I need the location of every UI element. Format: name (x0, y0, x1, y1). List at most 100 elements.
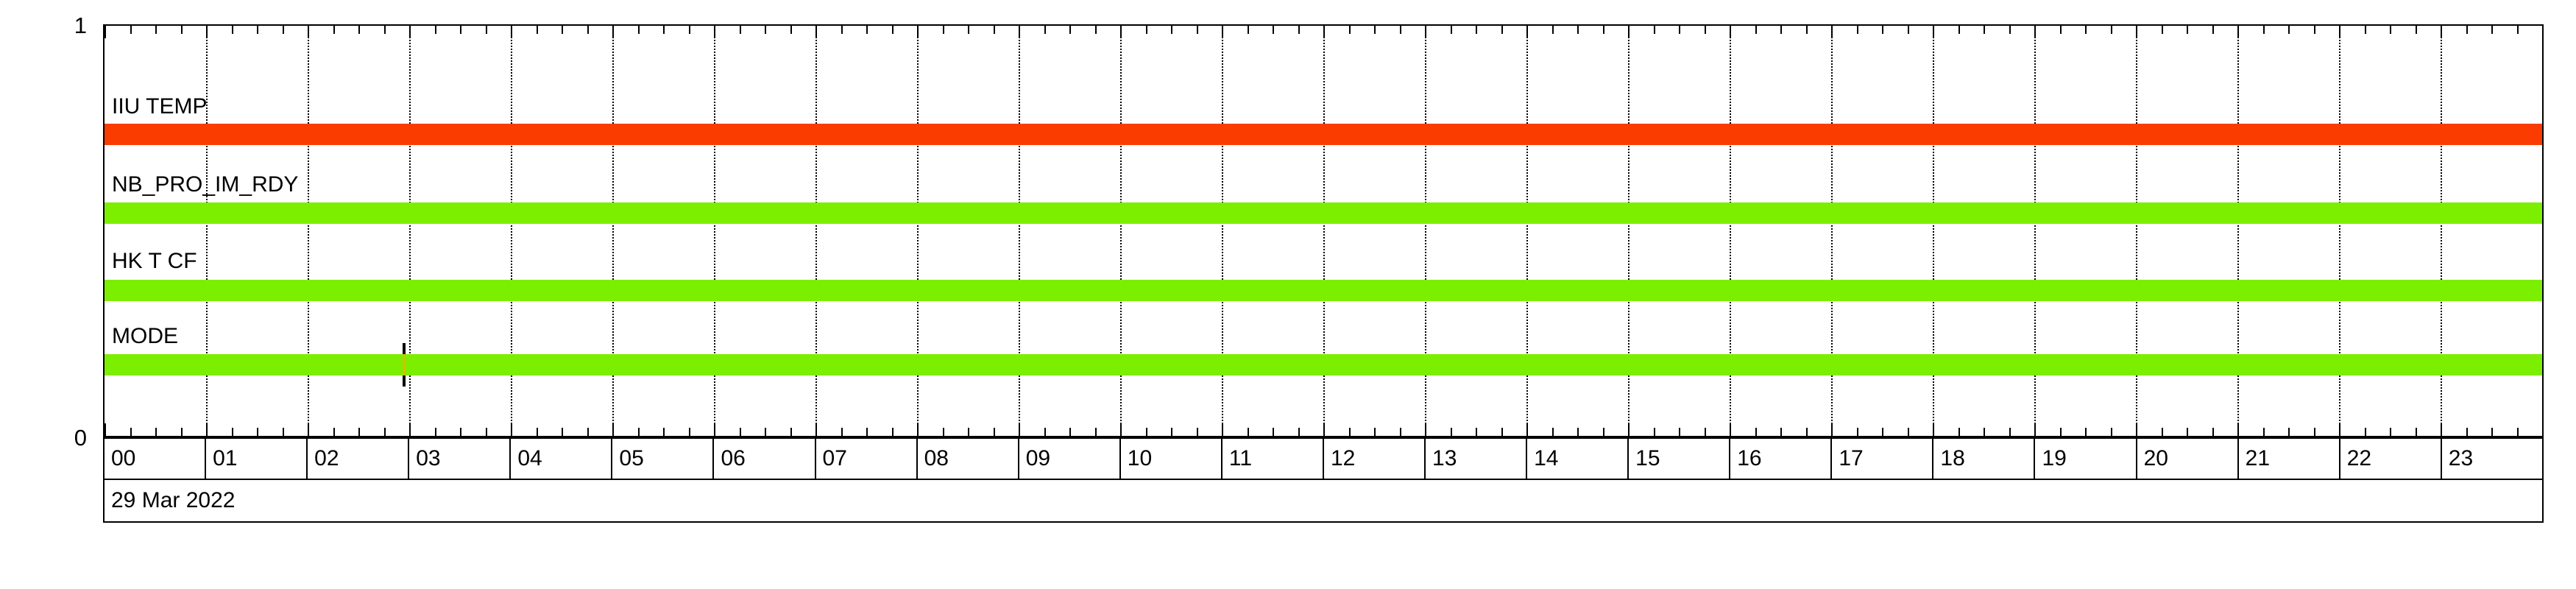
axis-tick-bottom (688, 428, 690, 436)
axis-tick-bottom (180, 428, 183, 436)
axis-tick-top (714, 26, 715, 38)
row-label-hk-t-cf: HK T CF (112, 249, 197, 273)
axis-tick-bottom (257, 428, 258, 436)
status-band-mode (105, 354, 2542, 375)
axis-tick-bottom (2364, 428, 2366, 436)
axis-tick-top (1933, 26, 1934, 38)
axis-tick-top (993, 26, 995, 34)
axis-tick-top (1882, 26, 1883, 34)
hour-label-00: 00 (105, 439, 207, 479)
axis-tick-bottom (1120, 423, 1122, 436)
axis-tick-top (2034, 26, 2036, 38)
axis-tick-top (180, 26, 183, 34)
gridline-hour-01 (206, 26, 208, 436)
hour-label-13: 13 (1426, 439, 1528, 479)
axis-tick-bottom (1247, 428, 1249, 436)
axis-tick-bottom (1348, 428, 1351, 436)
axis-tick-bottom (2516, 428, 2519, 436)
axis-tick-bottom (409, 423, 411, 436)
axis-tick-top (1907, 26, 1909, 34)
hour-label-04: 04 (511, 439, 613, 479)
axis-tick-top (1374, 26, 1376, 34)
gridline-hour-23 (2441, 26, 2442, 436)
status-band-hk-t-cf (105, 280, 2542, 301)
hour-label-08: 08 (918, 439, 1019, 479)
axis-tick-bottom (1425, 423, 1426, 436)
axis-tick-bottom (1831, 423, 1833, 436)
hour-label-16: 16 (1730, 439, 1833, 479)
axis-tick-bottom (841, 428, 843, 436)
axis-tick-top (536, 26, 538, 34)
axis-tick-bottom (942, 428, 944, 436)
axis-tick-bottom (2466, 428, 2468, 436)
axis-tick-top (2262, 26, 2265, 34)
date-label: 29 Mar 2022 (111, 488, 236, 512)
gridline-hour-13 (1425, 26, 1426, 436)
axis-tick-top (1145, 26, 1147, 34)
axis-tick-bottom (206, 423, 208, 436)
axis-tick-bottom (460, 428, 461, 436)
hour-label-19: 19 (2035, 439, 2137, 479)
axis-tick-top (282, 26, 284, 34)
axis-tick-bottom (308, 423, 309, 436)
axis-tick-bottom (2313, 428, 2315, 436)
hour-label-23: 23 (2448, 446, 2474, 470)
row-label-iiu-temp: IIU TEMP (112, 94, 208, 119)
axis-tick-bottom (714, 423, 715, 436)
gridline-hour-02 (308, 26, 309, 436)
axis-tick-bottom (511, 423, 512, 436)
axis-tick-top (308, 26, 309, 38)
axis-tick-top (2491, 26, 2493, 34)
axis-tick-top (2059, 26, 2062, 34)
axis-tick-top (2390, 26, 2391, 34)
axis-tick-top (2542, 26, 2544, 38)
axis-tick-top (1247, 26, 1249, 34)
axis-tick-bottom (2059, 428, 2062, 436)
axis-tick-bottom (1755, 428, 1757, 436)
axis-tick-top (2136, 26, 2137, 38)
axis-tick-top (1120, 26, 1122, 38)
axis-tick-bottom (1044, 428, 1046, 436)
axis-tick-bottom (2491, 428, 2493, 436)
axis-tick-top (485, 26, 487, 34)
mode-event-marker (403, 343, 406, 387)
axis-tick-bottom (1298, 428, 1300, 436)
axis-tick-bottom (587, 428, 589, 436)
hour-label-18: 18 (1933, 439, 2036, 479)
axis-tick-bottom (2187, 428, 2188, 436)
hour-label-11: 11 (1222, 439, 1324, 479)
axis-tick-bottom (663, 428, 665, 436)
axis-tick-bottom (2212, 428, 2214, 436)
axis-tick-top (409, 26, 411, 38)
axis-tick-top (1501, 26, 1503, 34)
axis-tick-top (562, 26, 563, 34)
axis-tick-top (2085, 26, 2087, 34)
axis-tick-bottom (2237, 423, 2239, 436)
hour-label-06: 06 (714, 439, 816, 479)
axis-tick-top (663, 26, 665, 34)
axis-tick-bottom (1222, 423, 1223, 436)
gridline-hour-15 (1628, 26, 1630, 436)
hour-label-17: 17 (1832, 439, 1934, 479)
axis-tick-top (2009, 26, 2011, 34)
axis-tick-bottom (282, 428, 284, 436)
hour-label-07: 07 (816, 439, 918, 479)
axis-tick-top (637, 26, 640, 34)
axis-tick-bottom (1399, 428, 1401, 436)
axis-tick-bottom (2441, 423, 2442, 436)
gridline-hour-17 (1831, 26, 1833, 436)
axis-tick-bottom (815, 423, 817, 436)
axis-tick-top (1704, 26, 1706, 34)
axis-tick-top (1780, 26, 1782, 34)
hour-label-20: 20 (2137, 439, 2239, 479)
axis-tick-bottom (1805, 428, 1808, 436)
axis-tick-bottom (485, 428, 487, 436)
gridline-hour-10 (1120, 26, 1122, 436)
axis-tick-top (1805, 26, 1808, 34)
axis-tick-top (1476, 26, 1477, 34)
axis-tick-top (434, 26, 436, 34)
axis-tick-top (1577, 26, 1579, 34)
hour-label-03: 03 (409, 439, 512, 479)
axis-tick-top (2313, 26, 2315, 34)
